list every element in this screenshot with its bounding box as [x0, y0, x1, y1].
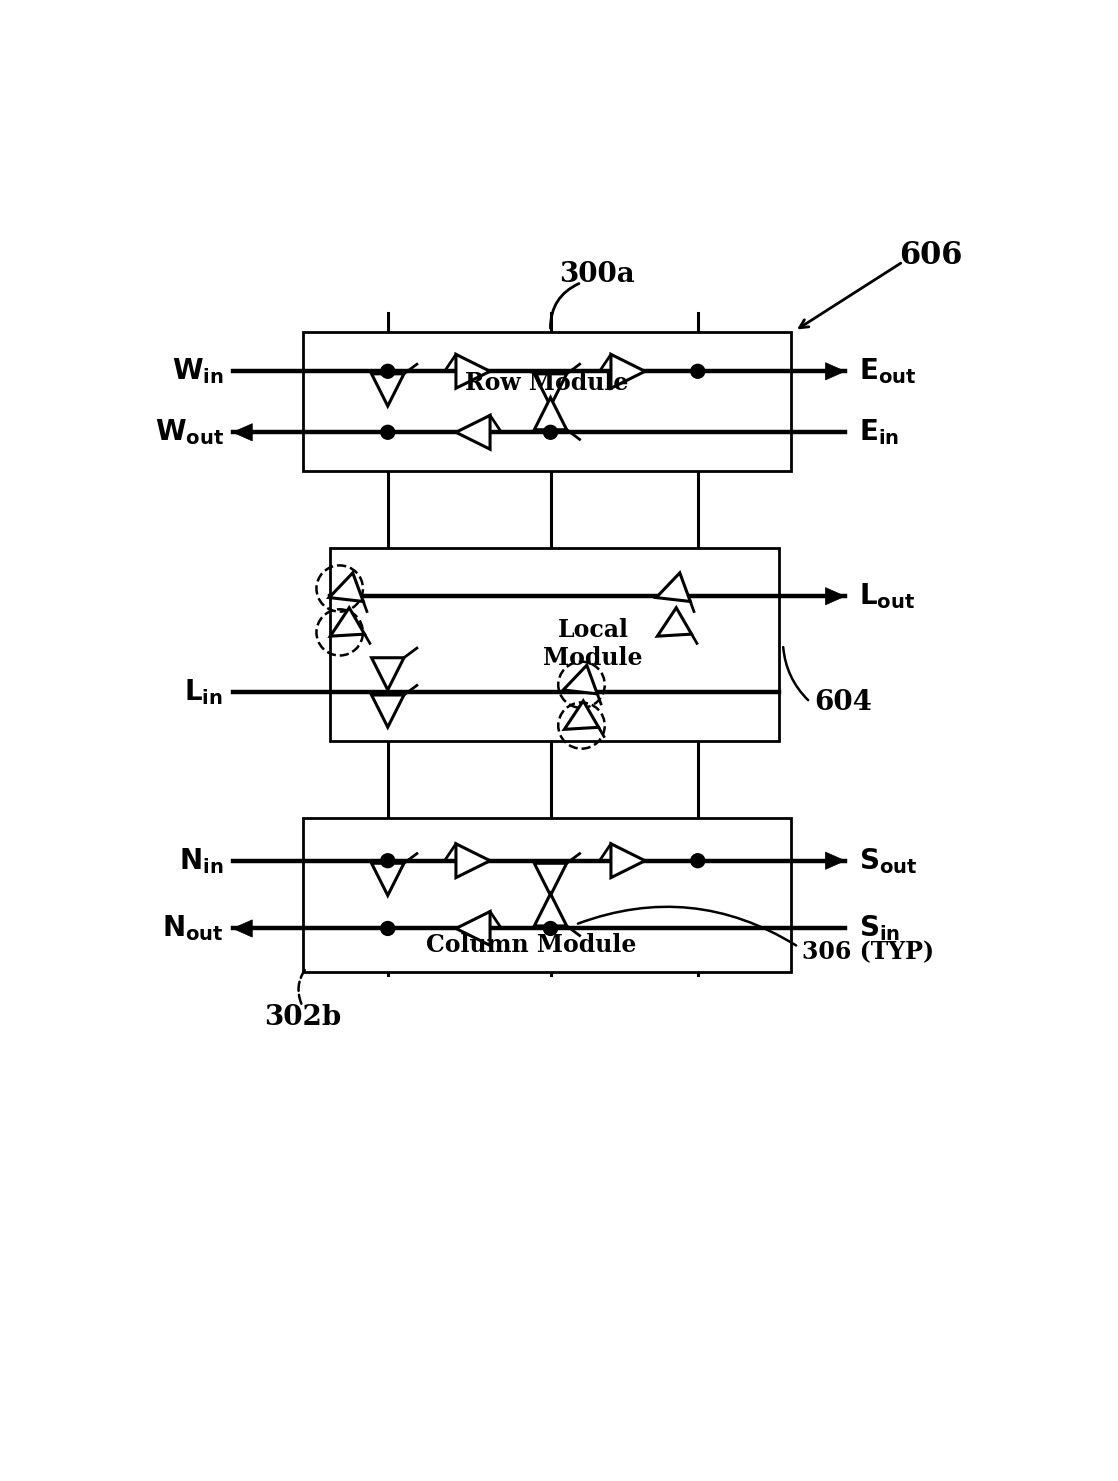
Text: $\mathbf{S_{out}}$: $\mathbf{S_{out}}$: [859, 846, 917, 875]
Text: $\mathbf{S_{in}}$: $\mathbf{S_{in}}$: [859, 914, 900, 943]
Polygon shape: [371, 863, 404, 896]
Text: $\mathbf{E_{out}}$: $\mathbf{E_{out}}$: [859, 357, 917, 387]
Text: 604: 604: [814, 689, 872, 715]
Polygon shape: [825, 363, 845, 381]
FancyBboxPatch shape: [330, 548, 779, 740]
Circle shape: [381, 425, 395, 440]
Text: $\mathbf{L_{in}}$: $\mathbf{L_{in}}$: [184, 678, 224, 708]
Circle shape: [691, 853, 704, 868]
Polygon shape: [329, 573, 363, 601]
Text: 302b: 302b: [264, 1004, 341, 1031]
Text: Local
Module: Local Module: [543, 619, 643, 671]
Polygon shape: [233, 424, 253, 441]
Polygon shape: [610, 354, 645, 388]
Polygon shape: [534, 893, 567, 926]
Circle shape: [691, 364, 704, 378]
Circle shape: [381, 364, 395, 378]
FancyBboxPatch shape: [303, 333, 790, 471]
Text: $\mathbf{N_{in}}$: $\mathbf{N_{in}}$: [179, 846, 224, 875]
Circle shape: [543, 425, 558, 440]
Polygon shape: [456, 415, 490, 449]
Polygon shape: [565, 701, 598, 729]
Polygon shape: [371, 658, 404, 690]
Text: $\mathbf{W_{in}}$: $\mathbf{W_{in}}$: [171, 357, 224, 387]
Polygon shape: [330, 607, 364, 637]
Text: 306 (TYP): 306 (TYP): [803, 940, 935, 964]
Polygon shape: [610, 844, 645, 878]
Circle shape: [543, 921, 558, 936]
Polygon shape: [534, 863, 567, 896]
Circle shape: [381, 921, 395, 936]
Polygon shape: [456, 911, 490, 945]
Text: Column Module: Column Module: [426, 933, 636, 957]
Polygon shape: [233, 920, 253, 937]
Text: 606: 606: [899, 240, 963, 271]
Text: $\mathbf{L_{out}}$: $\mathbf{L_{out}}$: [859, 582, 915, 612]
Polygon shape: [657, 607, 692, 637]
Polygon shape: [825, 588, 845, 604]
Text: Row Module: Row Module: [465, 370, 628, 394]
Polygon shape: [456, 844, 490, 878]
Polygon shape: [563, 665, 597, 695]
Polygon shape: [456, 354, 490, 388]
Polygon shape: [371, 373, 404, 406]
Polygon shape: [534, 373, 567, 406]
Text: $\mathbf{E_{in}}$: $\mathbf{E_{in}}$: [859, 418, 899, 447]
Text: $\mathbf{W_{out}}$: $\mathbf{W_{out}}$: [154, 418, 224, 447]
Polygon shape: [656, 573, 690, 601]
Polygon shape: [534, 397, 567, 429]
Text: 300a: 300a: [559, 261, 635, 289]
FancyBboxPatch shape: [303, 818, 790, 972]
Polygon shape: [825, 852, 845, 869]
Circle shape: [381, 853, 395, 868]
Polygon shape: [371, 695, 404, 727]
Text: $\mathbf{N_{out}}$: $\mathbf{N_{out}}$: [162, 914, 224, 943]
